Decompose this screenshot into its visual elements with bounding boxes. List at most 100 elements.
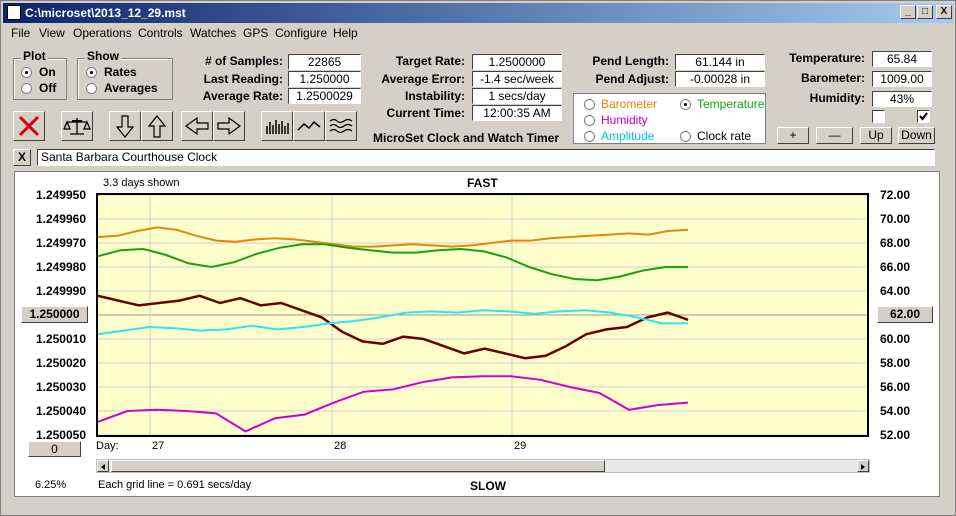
window-title: C:\microset\2013_12_29.mst <box>25 6 186 20</box>
menu-help[interactable]: Help <box>333 26 358 40</box>
scroll-thumb[interactable] <box>111 460 605 472</box>
down-arrow-button[interactable] <box>109 111 141 141</box>
average-error-field: -1.4 sec/week <box>472 71 562 87</box>
series-line-humidity <box>97 375 689 433</box>
scroll-left-button[interactable] <box>97 460 109 472</box>
last-reading-label: Last Reading: <box>203 72 283 86</box>
pend-adjust-field: -0.00028 in <box>675 71 765 87</box>
menu-view[interactable]: View <box>39 26 65 40</box>
option-humidity-radio[interactable] <box>584 115 595 126</box>
zero-button[interactable]: 0 <box>28 441 81 457</box>
left-axis-tick: 1.250040 <box>35 404 86 418</box>
stop-button[interactable] <box>13 111 45 141</box>
scale-up-button[interactable]: Up <box>860 127 892 144</box>
plot-on-radio[interactable] <box>21 67 32 78</box>
fast-label: FAST <box>467 176 498 190</box>
line-graph-icon <box>297 120 321 131</box>
menu-file[interactable]: File <box>11 26 31 40</box>
left-axis-tick: 1.250010 <box>35 332 86 346</box>
right-arrow-icon <box>217 116 242 136</box>
current-time-field: 12:00:35 AM <box>472 105 562 121</box>
left-axis-tick: 1.249960 <box>35 212 86 226</box>
temperature-label: Temperature: <box>789 51 865 65</box>
option-barometer-label: Barometer <box>601 97 658 111</box>
down-arrow-icon <box>115 115 135 138</box>
option-temperature-radio[interactable] <box>680 99 691 110</box>
target-rate-field: 1.2500000 <box>472 54 562 70</box>
left-axis-tick: 1.250050 <box>35 428 86 442</box>
series-line-amplitude <box>97 309 688 336</box>
left-axis-tick: 1.249970 <box>35 236 86 250</box>
horizontal-scrollbar[interactable] <box>96 459 870 473</box>
clear-clock-button[interactable]: X <box>13 149 31 166</box>
center-rate-button[interactable]: 1.250000 <box>21 306 88 323</box>
show-averages-radio[interactable] <box>86 83 97 94</box>
up-arrow-icon <box>147 115 167 138</box>
scale-plus-button[interactable]: + <box>777 127 809 144</box>
plot-off-radio[interactable] <box>21 83 32 94</box>
wave-graph-button[interactable] <box>325 111 357 141</box>
option-humidity-label: Humidity <box>601 113 648 127</box>
right-arrow-button[interactable] <box>213 111 245 141</box>
average-error-label: Average Error: <box>381 72 465 86</box>
show-group-title: Show <box>85 49 121 63</box>
series-line-temperature <box>97 243 688 282</box>
instability-label: Instability: <box>404 89 465 103</box>
slow-label: SLOW <box>470 479 506 493</box>
scroll-left-icon <box>101 464 105 470</box>
left-arrow-button[interactable] <box>181 111 213 141</box>
center-value-button[interactable]: 62.00 <box>877 306 933 323</box>
right-axis-tick: 54.00 <box>880 404 911 418</box>
left-axis-tick: 1.249950 <box>35 188 86 202</box>
right-axis-tick: 58.00 <box>880 356 911 370</box>
up-arrow-button[interactable] <box>141 111 173 141</box>
left-arrow-icon <box>184 116 209 136</box>
scale-minus-button[interactable]: — <box>816 127 853 144</box>
balance-scale-icon <box>63 118 91 135</box>
right-axis-tick: 60.00 <box>880 332 911 346</box>
line-graph-button[interactable] <box>293 111 325 141</box>
option-checkbox-2[interactable] <box>917 110 930 123</box>
samples-label: # of Samples: <box>204 54 283 68</box>
right-axis-tick: 66.00 <box>880 260 911 274</box>
show-rates-radio[interactable] <box>86 67 97 78</box>
x-axis-tick: 27 <box>152 440 165 452</box>
app-icon <box>7 5 21 20</box>
pend-adjust-label: Pend Adjust: <box>595 72 669 86</box>
wave-lines-icon <box>329 118 353 134</box>
menu-controls[interactable]: Controls <box>138 26 183 40</box>
grid-note: Each grid line = 0.691 secs/day <box>98 479 252 491</box>
humidity-field: 43% <box>872 91 932 107</box>
close-button[interactable]: X <box>936 5 952 19</box>
clock-name-field[interactable]: Santa Barbara Courthouse Clock <box>37 149 935 166</box>
option-clockrate-radio[interactable] <box>680 131 691 142</box>
red-x-icon <box>18 115 40 137</box>
scroll-right-button[interactable] <box>857 460 869 472</box>
balance-button[interactable] <box>61 111 93 141</box>
humidity-label: Humidity: <box>809 91 865 105</box>
series-line-barometer <box>97 226 689 248</box>
samples-field: 22865 <box>288 54 361 70</box>
show-group <box>77 58 173 100</box>
menu-watches[interactable]: Watches <box>190 26 237 40</box>
left-axis-tick: 1.250030 <box>35 380 86 394</box>
scale-down-button[interactable]: Down <box>898 127 935 144</box>
histogram-button[interactable] <box>261 111 293 141</box>
show-averages-label: Averages <box>104 81 158 95</box>
scroll-right-icon <box>861 464 865 470</box>
plot-group-title: Plot <box>21 49 48 63</box>
left-axis-tick: 1.249990 <box>35 284 86 298</box>
right-axis-tick: 56.00 <box>880 380 911 394</box>
menu-operations[interactable]: Operations <box>73 26 132 40</box>
histogram-icon <box>266 120 289 134</box>
option-checkbox-1[interactable] <box>872 110 885 123</box>
option-amplitude-radio[interactable] <box>584 131 595 142</box>
menu-configure[interactable]: Configure <box>275 26 328 40</box>
average-rate-field: 1.2500029 <box>288 88 361 104</box>
minimize-button[interactable]: _ <box>900 5 916 19</box>
menu-gps[interactable]: GPS <box>243 26 269 40</box>
days-shown-text: 3.3 days shown <box>103 177 180 189</box>
right-axis-tick: 72.00 <box>880 188 911 202</box>
maximize-button[interactable]: □ <box>917 5 933 19</box>
option-barometer-radio[interactable] <box>584 99 595 110</box>
